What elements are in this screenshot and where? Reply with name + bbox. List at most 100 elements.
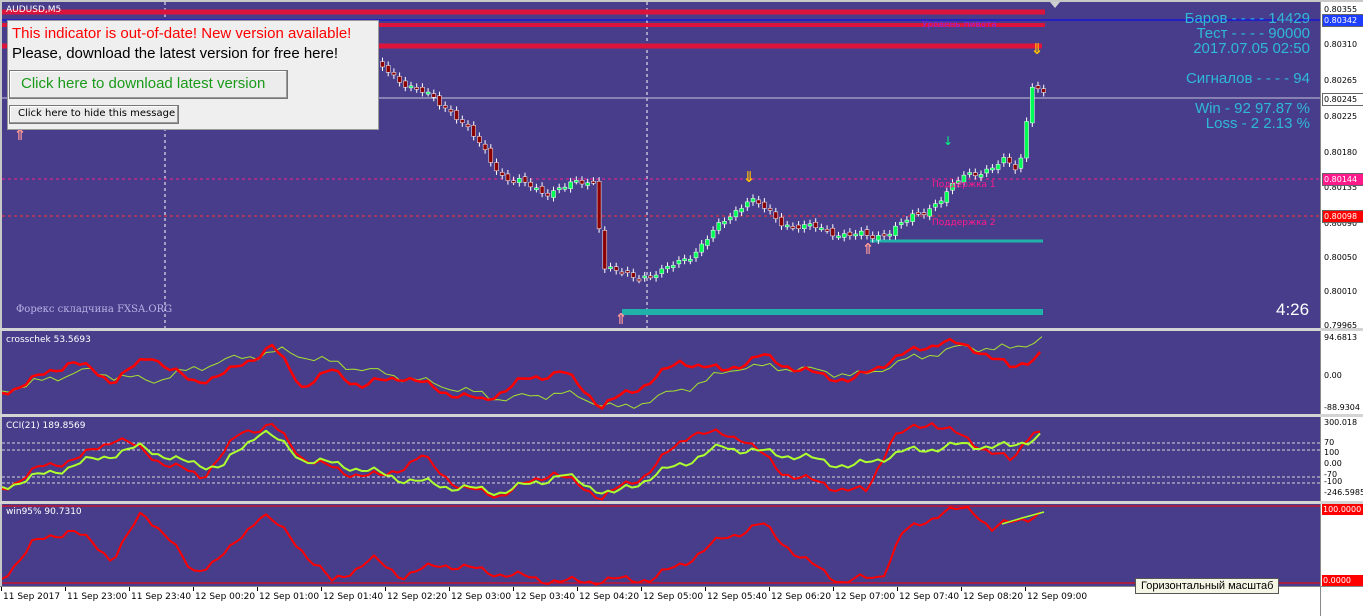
buy-signal-arrow: ⇑: [14, 126, 27, 144]
hide-message-button[interactable]: Click here to hide this message: [9, 105, 179, 124]
candle-body: [642, 275, 647, 279]
candle-body: [442, 105, 448, 109]
price-tick: 0.80310: [1324, 40, 1358, 49]
chart-shift-marker[interactable]: [1050, 2, 1060, 8]
crosschek-scale[interactable]: 94.6813 0.00 -88.9304: [1320, 331, 1363, 414]
candle-body: [494, 162, 499, 172]
cci-tick-100: 100: [1324, 448, 1340, 457]
small-signal-arrow: ↓: [943, 134, 953, 148]
candle-body: [796, 224, 801, 229]
candle-body: [881, 233, 887, 237]
candle-body: [990, 167, 995, 171]
download-button[interactable]: Click here to download latest version: [9, 70, 288, 99]
price-tag: 0.80144: [1322, 173, 1363, 186]
candle-body: [579, 180, 585, 185]
candle-body: [505, 173, 511, 181]
price-tick: 0.80180: [1324, 148, 1358, 157]
candle-body: [938, 200, 944, 204]
candle-body: [1024, 121, 1029, 159]
pane-separator[interactable]: [0, 328, 1363, 331]
candle-body: [625, 270, 630, 273]
pane-separator[interactable]: [0, 501, 1363, 504]
cci-tick-300: 300.018: [1324, 418, 1358, 427]
candle-body: [631, 272, 636, 278]
cci-tick-m100: -100: [1324, 477, 1343, 486]
candle-body: [973, 172, 978, 176]
pivot-level-label: Уровень пивота: [922, 20, 997, 30]
crosschek-pane[interactable]: crosschek 53.5693: [2, 331, 1320, 414]
time-tick-mark: [1, 587, 2, 591]
candle-body: [517, 178, 522, 183]
cci-scale[interactable]: 300.018 70 100 0.00 -70 -100 -246.5985: [1320, 417, 1363, 501]
candle-body: [727, 216, 733, 221]
candle-body: [745, 201, 750, 208]
time-tick: 12 Sep 01:40: [323, 592, 384, 602]
price-tick: 0.80050: [1324, 253, 1358, 262]
candle-body: [870, 235, 875, 239]
sell-signal-arrow: ⇓: [1031, 40, 1044, 58]
candle-body: [944, 191, 950, 203]
candle-body: [710, 230, 716, 239]
time-axis[interactable]: 11 Sep 2017 11 Sep 23:00 11 Sep 23:40 12 Se…: [0, 586, 1320, 616]
time-tick-mark: [769, 587, 770, 591]
candle-body: [499, 172, 505, 176]
candle-body: [1030, 86, 1035, 124]
cci-tick-0: 0.00: [1324, 459, 1342, 468]
candle-body: [876, 235, 881, 241]
candle-body: [733, 210, 739, 218]
time-tick: 12 Sep 04:20: [579, 592, 640, 602]
cci-tick-70: 70: [1324, 438, 1335, 447]
win95-svg: [2, 505, 1320, 586]
alert-message: Please, download the latest version for …: [12, 45, 339, 62]
price-tick: 0.79965: [1324, 321, 1358, 330]
stat-win: Win - 92 97.87 %: [1194, 100, 1310, 117]
candle-body: [1018, 157, 1024, 169]
candle-body: [904, 219, 910, 223]
candle-body: [910, 213, 915, 222]
time-tick-mark: [961, 587, 962, 591]
candle-body: [385, 65, 391, 73]
cci-pane[interactable]: CCI(21) 189.8569: [2, 417, 1320, 501]
candle-body: [608, 266, 613, 269]
win95-pane[interactable]: win95% 90.7310: [2, 504, 1320, 586]
horizontal-scale-tooltip: Горизонтальный масштаб: [1135, 578, 1280, 594]
win95-scale[interactable]: 100.0000 0.0000: [1320, 504, 1363, 586]
stat-signals: Сигналов - - - - 94: [1185, 70, 1310, 87]
win95-label: win95% 90.7310: [6, 507, 82, 517]
candle-body: [551, 190, 556, 198]
candle-body: [722, 221, 727, 225]
candle-body: [933, 203, 938, 208]
candle-body: [437, 95, 442, 106]
candle-body: [653, 274, 659, 278]
time-tick-mark: [513, 587, 514, 591]
candle-body: [841, 233, 847, 238]
time-tick-mark: [833, 587, 834, 591]
candle-body: [705, 239, 710, 246]
time-tick: 12 Sep 05:40: [707, 592, 768, 602]
candle-body: [545, 192, 551, 197]
buy-signal-arrow: ⇑: [862, 240, 875, 258]
candle-body: [995, 164, 1001, 170]
time-tick-mark: [385, 587, 386, 591]
candle-body: [528, 181, 533, 188]
price-tag: 0.80098: [1322, 210, 1363, 223]
hide-button-label: Click here to hide this message: [18, 108, 176, 119]
candle-body: [693, 251, 699, 259]
candle-body: [853, 233, 858, 237]
candle-body: [602, 230, 608, 270]
candle-body: [756, 199, 761, 204]
candle-body: [562, 186, 568, 190]
win95-tag-bottom: 0.0000: [1322, 575, 1363, 586]
candle-body: [927, 208, 932, 217]
stat-loss: Loss - 2 2.13 %: [1205, 115, 1310, 132]
stat-bars: Баров - - - - 14429: [1184, 10, 1310, 27]
watermark: Форекс складчина FXSA.ORG: [16, 304, 173, 315]
candle-body: [813, 222, 818, 228]
candle-body: [955, 180, 961, 184]
time-tick: 12 Sep 07:00: [835, 592, 896, 602]
candle-body: [847, 231, 853, 236]
price-scale[interactable]: 0.80355 0.80310 0.80265 0.80225 0.80180 0.801…: [1320, 2, 1363, 330]
candle-body: [864, 229, 870, 236]
win95-main-line: [2, 506, 1041, 586]
pane-separator[interactable]: [0, 414, 1363, 417]
